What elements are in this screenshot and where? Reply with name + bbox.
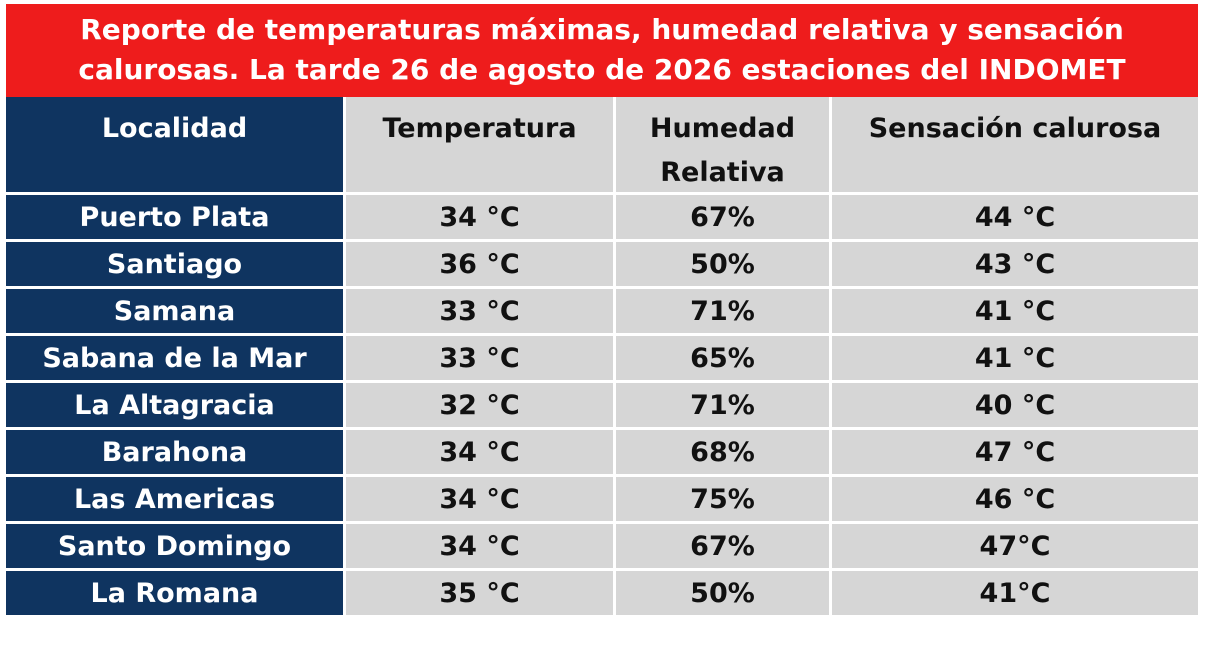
header-humidity: Humedad Relativa [616, 97, 829, 192]
header-humidity-line-1: Humedad [649, 113, 796, 144]
temperature-cell: 34 °C [346, 477, 613, 521]
heat-index-cell: 40 °C [832, 383, 1198, 427]
table-row: Santiago 36 °C 50% 43 °C [6, 242, 1198, 286]
report-title-line-1: Reporte de temperaturas máximas, humedad… [80, 13, 1124, 46]
weather-table: Localidad Temperatura Humedad Relativa S… [6, 97, 1198, 615]
heat-index-cell: 41°C [832, 571, 1198, 615]
temperature-cell: 35 °C [346, 571, 613, 615]
locality-cell: La Romana [6, 571, 343, 615]
heat-index-cell: 47 °C [832, 430, 1198, 474]
report-title-banner: Reporte de temperaturas máximas, humedad… [6, 4, 1198, 97]
table-row: Barahona 34 °C 68% 47 °C [6, 430, 1198, 474]
heat-index-cell: 41 °C [832, 289, 1198, 333]
header-humidity-line-2: Relativa [660, 157, 785, 188]
table-row: Sabana de la Mar 33 °C 65% 41 °C [6, 336, 1198, 380]
table-header-row: Localidad Temperatura Humedad Relativa S… [6, 97, 1198, 192]
locality-cell: Santo Domingo [6, 524, 343, 568]
temperature-cell: 33 °C [346, 289, 613, 333]
humidity-cell: 50% [616, 242, 829, 286]
locality-cell: Puerto Plata [6, 195, 343, 239]
humidity-cell: 71% [616, 383, 829, 427]
heat-index-cell: 47°C [832, 524, 1198, 568]
heat-index-cell: 41 °C [832, 336, 1198, 380]
temperature-cell: 34 °C [346, 195, 613, 239]
humidity-cell: 67% [616, 195, 829, 239]
weather-report: Reporte de temperaturas máximas, humedad… [6, 4, 1198, 622]
table-row: Puerto Plata 34 °C 67% 44 °C [6, 195, 1198, 239]
locality-cell: Las Americas [6, 477, 343, 521]
heat-index-cell: 46 °C [832, 477, 1198, 521]
humidity-cell: 71% [616, 289, 829, 333]
temperature-cell: 36 °C [346, 242, 613, 286]
locality-cell: La Altagracia [6, 383, 343, 427]
humidity-cell: 75% [616, 477, 829, 521]
temperature-cell: 32 °C [346, 383, 613, 427]
report-title-line-2: calurosas. La tarde 26 de agosto de 2026… [78, 53, 1126, 86]
humidity-cell: 50% [616, 571, 829, 615]
temperature-cell: 33 °C [346, 336, 613, 380]
header-heat-index: Sensación calurosa [832, 97, 1198, 192]
heat-index-cell: 43 °C [832, 242, 1198, 286]
header-locality: Localidad [6, 97, 343, 192]
heat-index-cell: 44 °C [832, 195, 1198, 239]
table-row: La Romana 35 °C 50% 41°C [6, 571, 1198, 615]
locality-cell: Santiago [6, 242, 343, 286]
table-row: Santo Domingo 34 °C 67% 47°C [6, 524, 1198, 568]
locality-cell: Barahona [6, 430, 343, 474]
table-row: Samana 33 °C 71% 41 °C [6, 289, 1198, 333]
temperature-cell: 34 °C [346, 524, 613, 568]
humidity-cell: 67% [616, 524, 829, 568]
table-row: La Altagracia 32 °C 71% 40 °C [6, 383, 1198, 427]
humidity-cell: 68% [616, 430, 829, 474]
locality-cell: Samana [6, 289, 343, 333]
temperature-cell: 34 °C [346, 430, 613, 474]
header-temperature: Temperatura [346, 97, 613, 192]
locality-cell: Sabana de la Mar [6, 336, 343, 380]
table-row: Las Americas 34 °C 75% 46 °C [6, 477, 1198, 521]
humidity-cell: 65% [616, 336, 829, 380]
